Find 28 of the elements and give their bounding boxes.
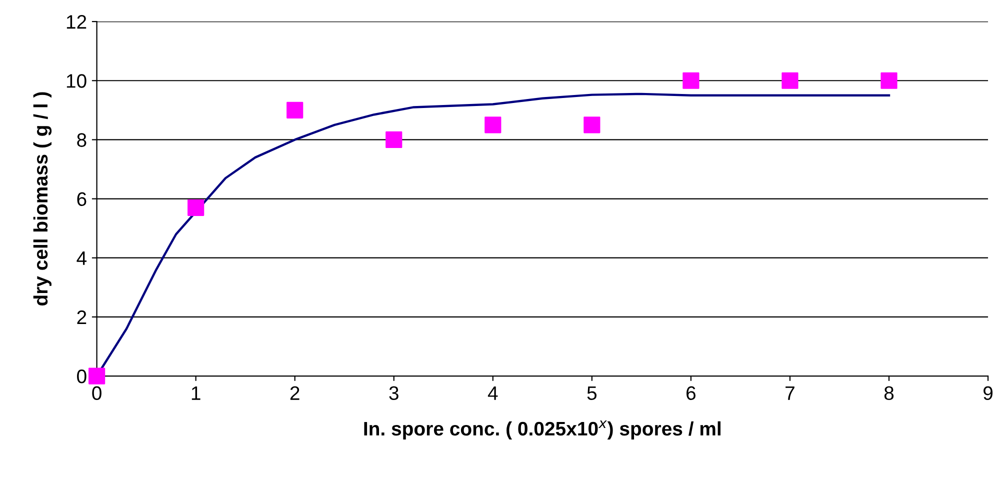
point	[286, 102, 304, 118]
x-tick-label: 0	[92, 386, 102, 400]
x-tick-label: 1	[192, 386, 200, 400]
x-tick-label: 2	[290, 386, 300, 400]
x-tick-label: 3	[389, 386, 398, 400]
point	[682, 72, 700, 89]
point	[386, 131, 402, 148]
y-tick-label: 4	[76, 252, 87, 265]
x-axis-title: In. spore conc. ( 0.025x10$^{x}$) spores / ml	[364, 420, 720, 440]
y-tick-label: 10	[66, 74, 86, 88]
y-tick-label: 8	[77, 133, 86, 147]
x-tick-label: 5	[587, 386, 597, 400]
point	[484, 116, 502, 134]
x-tick-label: 6	[686, 386, 696, 400]
point	[188, 199, 204, 216]
x-tick-label: 4	[488, 386, 498, 400]
point	[782, 72, 798, 89]
y-tick-label: 2	[77, 310, 86, 324]
y-tick-label: 12	[66, 15, 86, 29]
x-tick-label: 8	[884, 386, 894, 400]
y-axis-title: dry cell biomass ( g / l )	[33, 92, 52, 306]
point	[880, 72, 898, 89]
point	[584, 116, 600, 134]
point	[88, 368, 106, 384]
x-tick-label: 9	[984, 386, 993, 400]
y-tick-label: 6	[77, 192, 86, 206]
x-tick-label: 7	[786, 386, 794, 400]
y-tick-label: 0	[77, 369, 86, 384]
